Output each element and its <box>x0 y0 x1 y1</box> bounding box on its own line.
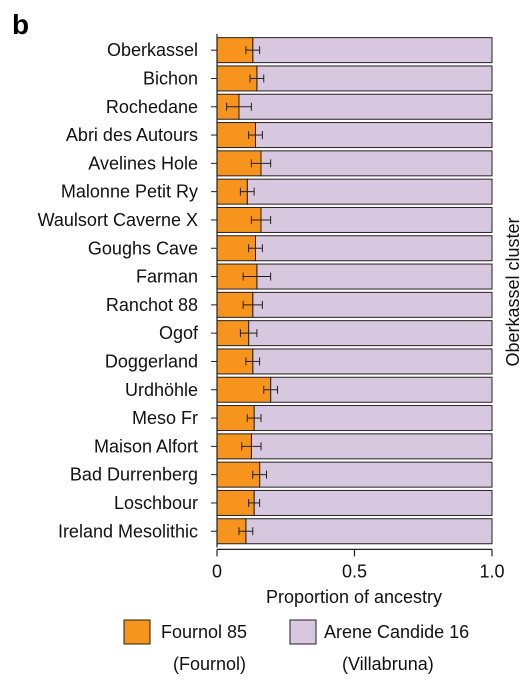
category-label: Maison Alfort <box>94 436 198 456</box>
legend-arene-candide-16-label: Arene Candide 16 <box>324 622 469 642</box>
category-label: Urdhöhle <box>125 380 198 400</box>
bar-arene-candide-16 <box>256 263 493 290</box>
category-label: Loschbour <box>114 493 198 513</box>
category-label: Malonne Petit Ry <box>61 182 198 202</box>
bar-arene-candide-16 <box>253 405 493 432</box>
bar-arene-candide-16 <box>256 65 493 92</box>
category-label: Waulsort Caverne X <box>38 210 198 230</box>
legend-fournol-85-sublabel: (Fournol) <box>173 654 246 674</box>
category-labels: Oberkassel Bichon Rochedane Abri des Autour… <box>38 34 218 548</box>
x-tick-label: 0 <box>212 561 222 581</box>
bar-arene-candide-16 <box>252 291 493 318</box>
bar-arene-candide-16 <box>270 376 493 403</box>
x-tick-label: 1.0 <box>479 561 504 581</box>
bar-arene-candide-16 <box>259 461 493 488</box>
bar-arene-candide-16 <box>260 150 493 177</box>
bar-arene-candide-16 <box>260 206 493 233</box>
bar-arene-candide-16 <box>255 235 493 262</box>
bar-arene-candide-16 <box>248 320 493 347</box>
legend-fournol-85-label: Fournol 85 <box>161 622 247 642</box>
bar-fournol-85 <box>216 489 255 516</box>
legend-arene-candide-16-swatch <box>289 619 317 645</box>
bar-fournol-85 <box>216 376 272 403</box>
bar-arene-candide-16 <box>245 518 493 545</box>
category-label: Bad Durrenberg <box>70 465 198 485</box>
legend-fournol-85-swatch <box>123 619 151 645</box>
category-label: Oberkassel <box>107 40 198 60</box>
category-label: Abri des Autours <box>66 125 198 145</box>
bar-arene-candide-16 <box>250 433 493 460</box>
category-label: Rochedane <box>106 97 198 117</box>
panel-label: b <box>12 9 29 40</box>
category-label: Meso Fr <box>132 408 198 428</box>
legend-arene-candide-16-sublabel: (Villabruna) <box>342 654 434 674</box>
bar-arene-candide-16 <box>238 93 493 120</box>
category-label: Farman <box>136 267 198 287</box>
category-label: Avelines Hole <box>88 153 198 173</box>
bar-arene-candide-16 <box>246 178 493 205</box>
bars-group <box>216 37 493 545</box>
x-tick-label: 0.5 <box>342 561 367 581</box>
bar-arene-candide-16 <box>253 489 493 516</box>
category-label: Goughs Cave <box>88 238 198 258</box>
x-axis: 0 0.5 1.0 <box>212 548 505 581</box>
bar-arene-candide-16 <box>255 122 493 149</box>
legend: Fournol 85 (Fournol) Arene Candide 16 (Vill… <box>123 619 469 674</box>
x-axis-title: Proportion of ancestry <box>266 587 442 607</box>
bar-arene-candide-16 <box>252 37 493 64</box>
bar-arene-candide-16 <box>252 348 493 375</box>
category-label: Ogof <box>159 323 199 343</box>
category-label: Ireland Mesolithic <box>58 521 198 541</box>
y-axis-title: Oberkassel cluster <box>503 217 523 366</box>
category-label: Ranchot 88 <box>106 295 198 315</box>
category-label: Bichon <box>143 68 198 88</box>
category-label: Doggerland <box>105 351 198 371</box>
